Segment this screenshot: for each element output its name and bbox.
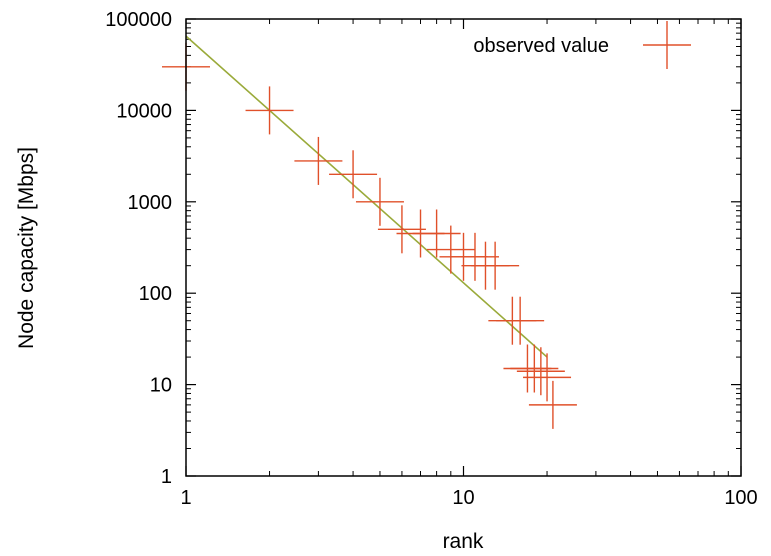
data-point: [496, 296, 545, 345]
data-point: [355, 177, 404, 226]
plot-frame: [185, 18, 742, 477]
data-point: [294, 136, 343, 185]
data-point: [245, 86, 294, 135]
data-point: [329, 150, 378, 199]
y-tick-label: 10000: [116, 100, 172, 122]
y-tick-label: 10: [150, 375, 172, 397]
y-tick-label: 1000: [128, 192, 173, 214]
legend-label: observed value: [473, 35, 609, 57]
x-tick-label: 1: [180, 487, 191, 509]
y-tick-label: 100000: [105, 9, 172, 31]
ticks-layer: 1 10 100 1 10 100 1000 10000 100000: [105, 9, 757, 509]
x-axis-label: rank: [443, 530, 484, 553]
data-point: [450, 232, 499, 281]
data-point: [471, 241, 520, 290]
data-point: [377, 205, 426, 254]
y-tick-label: 1: [161, 466, 172, 488]
fit-layer: [185, 35, 548, 358]
data-point: [516, 347, 565, 396]
y-tick-label: 100: [139, 283, 172, 305]
data-point: [426, 225, 475, 274]
x-tick-label: 100: [724, 487, 757, 509]
fit-line: [185, 35, 548, 358]
data-point: [528, 380, 577, 429]
y-axis-label: Node capacity [Mbps]: [15, 147, 38, 349]
data-point: [510, 344, 559, 393]
x-tick-label: 10: [452, 487, 474, 509]
data-point: [412, 209, 461, 258]
legend-marker: [643, 21, 691, 69]
points-layer: [162, 42, 577, 429]
data-point: [523, 353, 572, 402]
legend: observed value: [473, 21, 691, 69]
